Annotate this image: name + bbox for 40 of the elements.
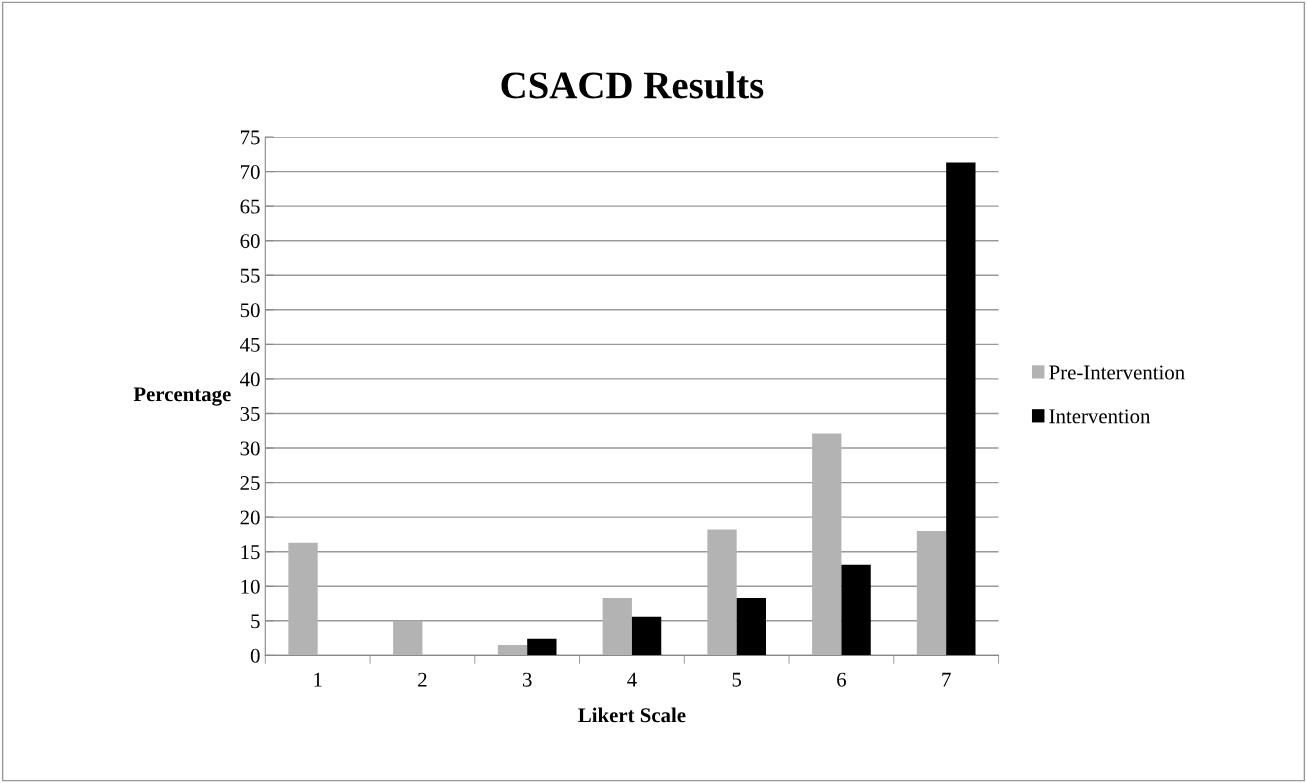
y-tick-label: 0 — [250, 648, 260, 663]
bar — [527, 638, 557, 656]
y-tick-label: 55 — [240, 268, 260, 283]
y-tick-label: 45 — [240, 337, 260, 352]
y-tick-label: 25 — [240, 476, 260, 491]
y-tick-label: 50 — [240, 303, 260, 318]
bar — [841, 564, 871, 656]
bar — [393, 620, 423, 656]
y-tick-label: 40 — [240, 372, 260, 387]
bar — [288, 542, 318, 656]
x-axis-title: Likert Scale — [578, 707, 686, 723]
x-tick-label: 1 — [314, 672, 322, 687]
bar — [736, 598, 767, 656]
bar — [916, 530, 947, 656]
y-tick-label: 60 — [240, 234, 260, 249]
y-tick-label: 15 — [241, 545, 260, 560]
y-tick-label: 5 — [251, 614, 260, 629]
y-tick-label: 70 — [241, 164, 260, 180]
bar — [707, 529, 737, 656]
chart-title: CSACD Results — [501, 71, 764, 99]
bar — [602, 598, 632, 656]
y-tick-label: 35 — [240, 406, 260, 421]
bar — [497, 645, 528, 656]
y-axis-title: Percentage — [133, 387, 231, 406]
y-tick-label: 75 — [241, 130, 260, 145]
x-tick-label: 5 — [732, 672, 742, 687]
x-tick-label: 7 — [942, 672, 951, 687]
bar — [946, 162, 976, 656]
x-tick-label: 6 — [837, 672, 847, 687]
bar — [812, 433, 842, 656]
legend-label: Pre-Intervention — [1049, 365, 1185, 380]
y-tick-label: 20 — [240, 510, 260, 525]
y-tick-label: 65 — [240, 199, 260, 214]
x-tick-label: 2 — [418, 672, 427, 687]
y-tick-label: 10 — [241, 579, 260, 594]
bar — [631, 616, 662, 656]
x-tick-label: 3 — [522, 672, 532, 687]
x-tick-label: 4 — [627, 672, 637, 687]
legend-label: Intervention — [1049, 409, 1151, 424]
y-tick-label: 30 — [240, 441, 260, 456]
